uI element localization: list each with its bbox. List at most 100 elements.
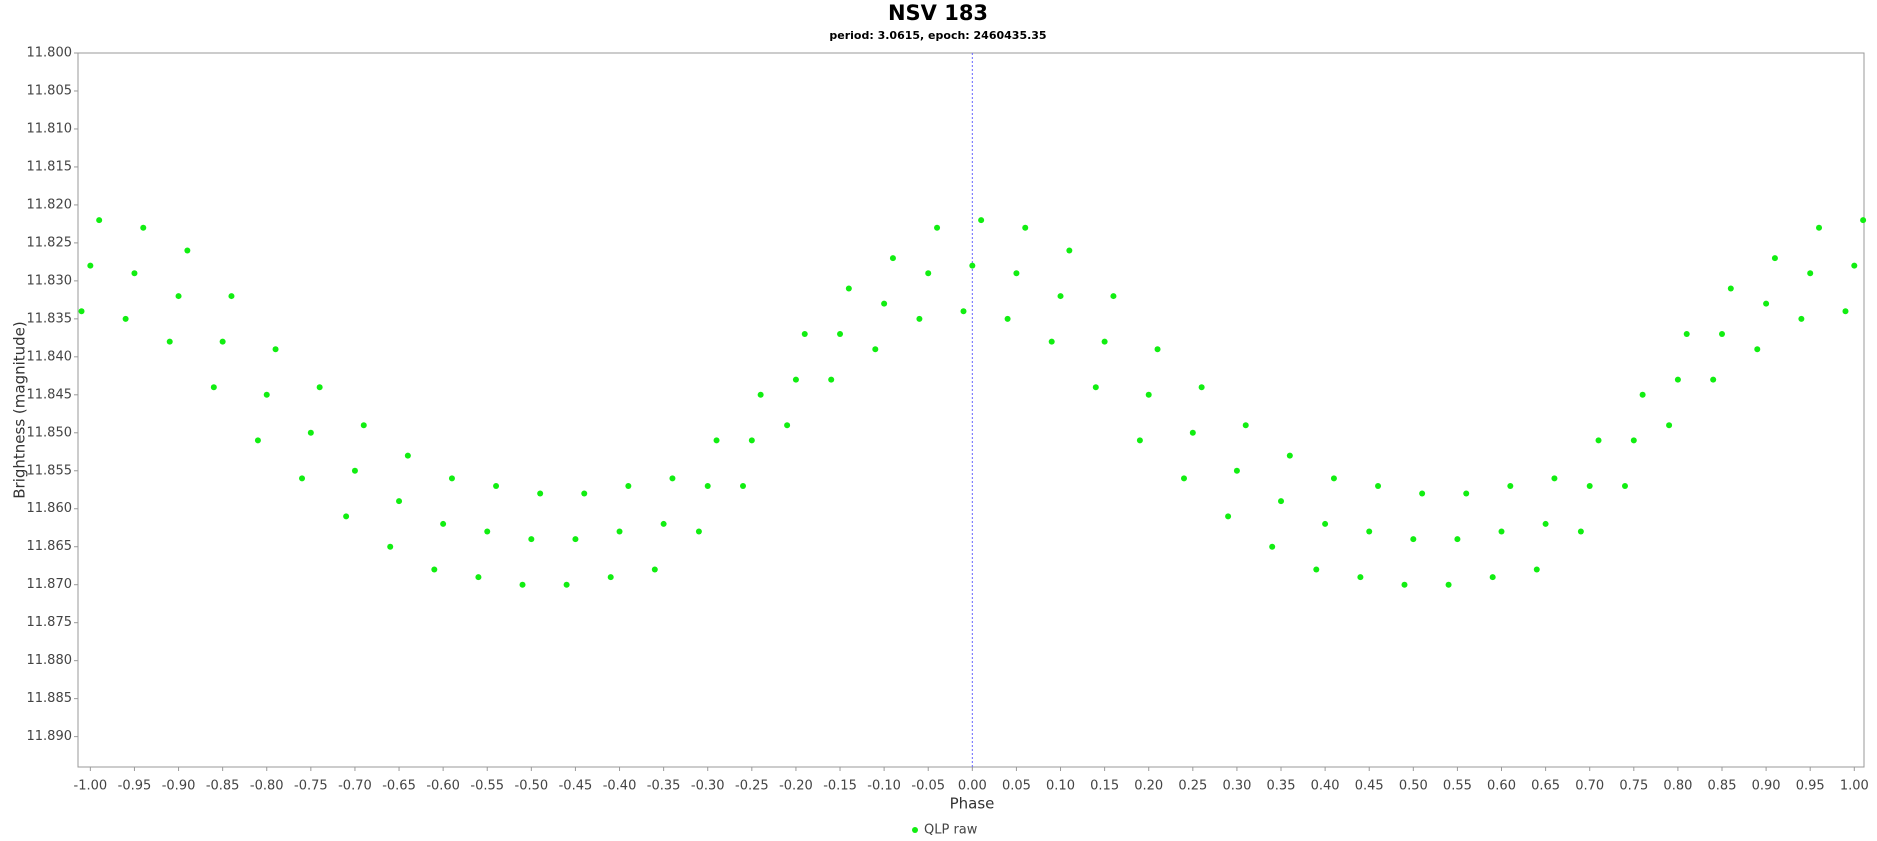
data-point [122,315,129,322]
data-point [528,536,535,543]
x-tick-label: -0.15 [823,779,857,794]
y-tick-label: 11.875 [27,615,73,630]
x-tick-label: -0.25 [735,779,769,794]
y-tick-label: 11.850 [27,425,73,440]
data-point [351,467,358,474]
y-tick-label: 11.860 [27,501,73,516]
chart-title: NSV 183 [888,1,988,25]
data-point [784,422,791,429]
x-tick-label: -0.10 [867,779,901,794]
data-point [1057,293,1064,300]
data-point [889,255,896,262]
data-point [872,346,879,353]
x-tick-label: -0.45 [559,779,593,794]
y-tick-label: 11.815 [27,159,73,174]
x-tick-label: 0.45 [1355,779,1384,794]
x-tick-label: -0.05 [911,779,945,794]
data-point [1013,270,1020,277]
x-tick-label: 0.80 [1663,779,1692,794]
legend-marker [912,827,918,833]
data-point [228,293,235,300]
y-tick-label: 11.890 [27,729,73,744]
data-point [299,475,306,482]
x-tick-label: 0.95 [1796,779,1825,794]
data-point [131,270,138,277]
data-point [175,293,182,300]
x-tick-label: 0.30 [1222,779,1251,794]
data-point [1154,346,1161,353]
data-point [1542,520,1549,527]
data-point [881,300,888,307]
data-point [704,482,711,489]
data-point [1066,247,1073,254]
data-point [1763,300,1770,307]
data-point [1498,528,1505,535]
data-point [1683,331,1690,338]
data-point [1022,224,1029,231]
x-tick-label: 0.35 [1267,779,1296,794]
data-point [396,498,403,505]
data-point [748,437,755,444]
data-point [184,247,191,254]
data-point [828,376,835,383]
data-point [254,437,261,444]
data-point [1807,270,1814,277]
data-point [1454,536,1461,543]
data-point [1577,528,1584,535]
legend-label: QLP raw [924,823,978,838]
data-point [431,566,438,573]
data-point [1727,285,1734,292]
x-tick-label: 0.20 [1134,779,1163,794]
data-point [925,270,932,277]
data-point [87,262,94,269]
data-point [1048,338,1055,345]
x-tick-label: 0.10 [1046,779,1075,794]
y-tick-label: 11.825 [27,235,73,250]
data-point [572,536,579,543]
data-point [493,482,500,489]
data-point [1198,384,1205,391]
x-tick-label: 0.55 [1443,779,1472,794]
data-point [713,437,720,444]
x-tick-label: 0.65 [1531,779,1560,794]
data-point [616,528,623,535]
data-point [792,376,799,383]
data-point [272,346,279,353]
x-tick-label: -0.50 [515,779,549,794]
data-point [263,391,270,398]
data-point [1719,331,1726,338]
data-point [837,331,844,338]
data-point [969,262,976,269]
data-point [1233,467,1240,474]
y-tick-label: 11.865 [27,539,73,554]
y-tick-label: 11.885 [27,691,73,706]
data-point [1269,543,1276,550]
data-point [1798,315,1805,322]
data-point [1551,475,1558,482]
x-tick-label: 0.60 [1487,779,1516,794]
y-tick-label: 11.830 [27,273,73,288]
x-tick-label: 0.25 [1178,779,1207,794]
data-point [757,391,764,398]
data-point [1286,452,1293,459]
data-point [387,543,394,550]
data-point [316,384,323,391]
x-tick-label: 0.00 [958,779,987,794]
y-tick-label: 11.880 [27,653,73,668]
data-point [845,285,852,292]
y-tick-label: 11.840 [27,349,73,364]
x-tick-label: -0.35 [647,779,681,794]
plot-area [77,52,1865,768]
data-point [440,520,447,527]
data-point [651,566,658,573]
x-tick-label: 0.75 [1619,779,1648,794]
data-point [1507,482,1514,489]
data-point [1445,581,1452,588]
data-point [1092,384,1099,391]
x-axis-label: Phase [950,795,995,813]
data-point [695,528,702,535]
data-point [1621,482,1628,489]
data-point [1136,437,1143,444]
y-tick-label: 11.870 [27,577,73,592]
x-tick-label: -0.65 [382,779,416,794]
